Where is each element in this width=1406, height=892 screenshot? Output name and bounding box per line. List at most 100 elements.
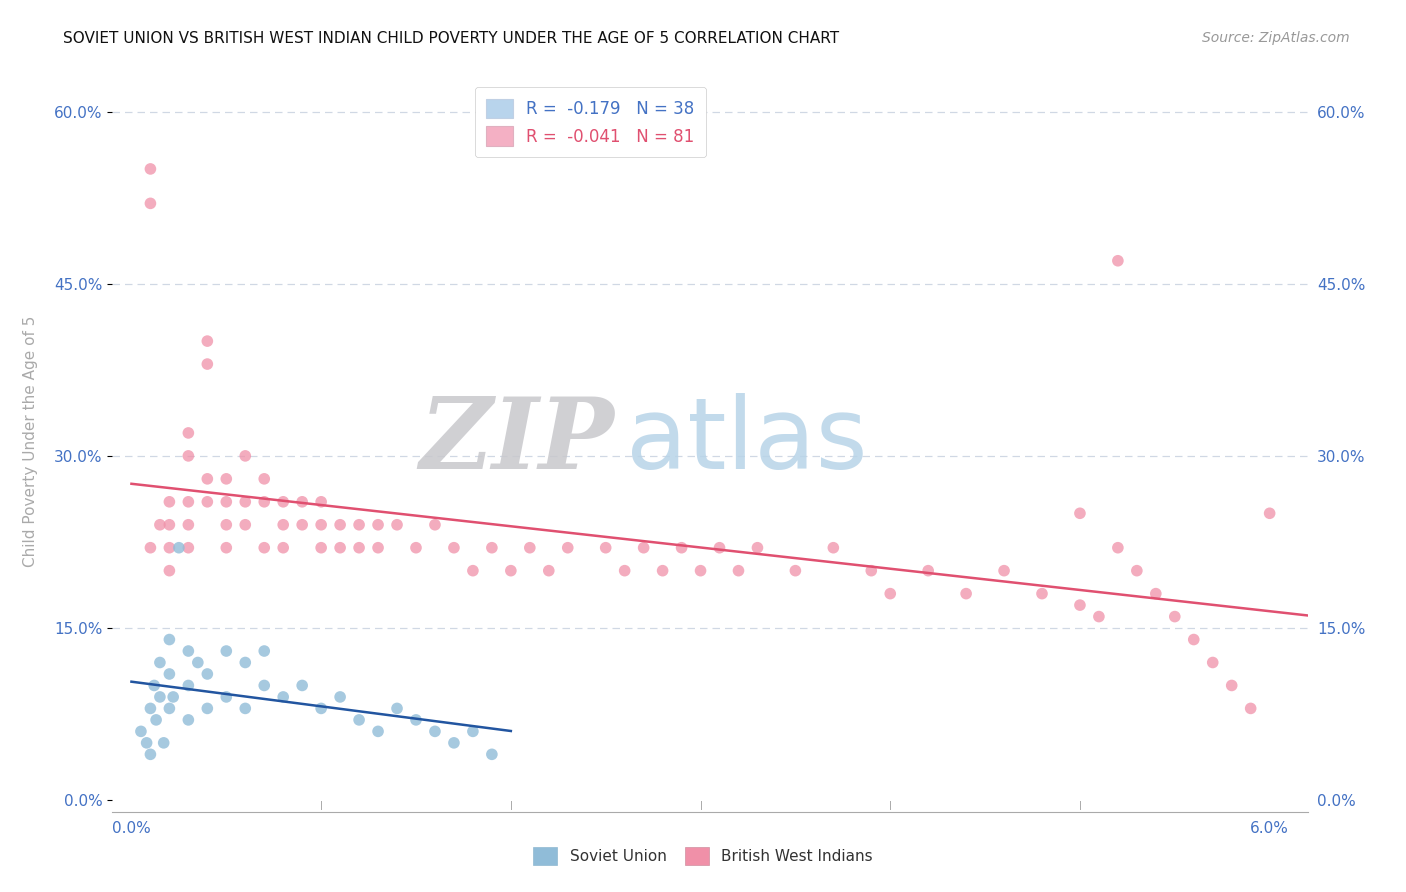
Point xyxy=(157,667,180,681)
Point xyxy=(233,449,256,463)
Point xyxy=(423,724,446,739)
Point xyxy=(1182,632,1205,647)
Point xyxy=(291,495,314,509)
Point xyxy=(215,517,238,532)
Point xyxy=(823,541,845,555)
Point xyxy=(1258,506,1281,520)
Point xyxy=(149,656,172,670)
Point xyxy=(177,517,200,532)
Point xyxy=(309,541,332,555)
Point xyxy=(253,678,276,692)
Point xyxy=(481,747,503,762)
Point xyxy=(253,495,276,509)
Point xyxy=(367,724,389,739)
Point xyxy=(1069,598,1091,612)
Point xyxy=(367,517,389,532)
Point xyxy=(233,656,256,670)
Legend: R =  -0.179   N = 38, R =  -0.041   N = 81: R = -0.179 N = 38, R = -0.041 N = 81 xyxy=(475,87,706,157)
Point xyxy=(157,632,180,647)
Point xyxy=(955,587,977,601)
Point xyxy=(613,564,636,578)
Text: Source: ZipAtlas.com: Source: ZipAtlas.com xyxy=(1202,31,1350,45)
Point xyxy=(139,701,162,715)
Point xyxy=(162,690,184,704)
Point xyxy=(385,701,408,715)
Point xyxy=(129,724,152,739)
Point xyxy=(709,541,731,555)
Point xyxy=(785,564,807,578)
Point xyxy=(215,541,238,555)
Point xyxy=(423,517,446,532)
Point xyxy=(271,495,294,509)
Point xyxy=(139,747,162,762)
Point xyxy=(595,541,617,555)
Point xyxy=(149,690,172,704)
Point xyxy=(177,713,200,727)
Point xyxy=(405,541,427,555)
Point xyxy=(443,736,465,750)
Point xyxy=(187,656,209,670)
Point xyxy=(143,678,166,692)
Point xyxy=(157,701,180,715)
Point xyxy=(347,517,370,532)
Point xyxy=(1126,564,1149,578)
Point xyxy=(233,701,256,715)
Point xyxy=(309,701,332,715)
Point xyxy=(233,495,256,509)
Point xyxy=(195,357,218,371)
Point xyxy=(139,161,162,176)
Point xyxy=(167,541,190,555)
Point xyxy=(233,517,256,532)
Point xyxy=(253,472,276,486)
Point xyxy=(1088,609,1111,624)
Point xyxy=(152,736,174,750)
Point xyxy=(1069,506,1091,520)
Point xyxy=(135,736,157,750)
Point xyxy=(215,690,238,704)
Point xyxy=(195,334,218,348)
Point xyxy=(481,541,503,555)
Point xyxy=(461,724,484,739)
Point xyxy=(149,517,172,532)
Point xyxy=(499,564,522,578)
Point xyxy=(177,425,200,440)
Point xyxy=(1220,678,1243,692)
Point xyxy=(385,517,408,532)
Point xyxy=(1144,587,1167,601)
Point xyxy=(993,564,1015,578)
Point xyxy=(177,541,200,555)
Point xyxy=(747,541,769,555)
Point xyxy=(291,678,314,692)
Point xyxy=(195,472,218,486)
Point xyxy=(177,678,200,692)
Point xyxy=(727,564,749,578)
Point xyxy=(689,564,711,578)
Point xyxy=(367,541,389,555)
Point xyxy=(347,713,370,727)
Point xyxy=(519,541,541,555)
Point xyxy=(917,564,939,578)
Point xyxy=(253,644,276,658)
Point xyxy=(309,517,332,532)
Text: ZIP: ZIP xyxy=(419,393,614,490)
Point xyxy=(329,517,352,532)
Point xyxy=(157,541,180,555)
Y-axis label: Child Poverty Under the Age of 5: Child Poverty Under the Age of 5 xyxy=(22,316,38,567)
Point xyxy=(651,564,673,578)
Point xyxy=(461,564,484,578)
Point xyxy=(1107,541,1129,555)
Point xyxy=(879,587,901,601)
Point xyxy=(195,701,218,715)
Point xyxy=(271,690,294,704)
Point xyxy=(195,495,218,509)
Point xyxy=(1107,253,1129,268)
Point xyxy=(671,541,693,555)
Point xyxy=(271,541,294,555)
Legend: Soviet Union, British West Indians: Soviet Union, British West Indians xyxy=(527,841,879,871)
Point xyxy=(139,541,162,555)
Point xyxy=(557,541,579,555)
Point xyxy=(405,713,427,727)
Text: atlas: atlas xyxy=(627,393,868,490)
Point xyxy=(1031,587,1053,601)
Point xyxy=(157,564,180,578)
